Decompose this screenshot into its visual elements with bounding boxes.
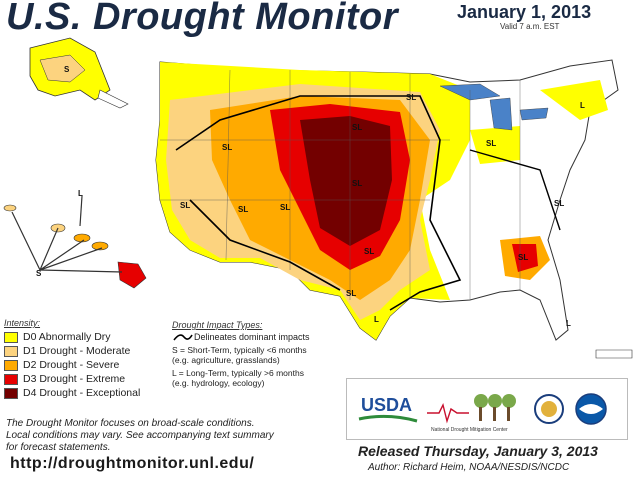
valid-time: Valid 7 a.m. EST bbox=[500, 22, 560, 31]
label-sl-mn: SL bbox=[406, 93, 416, 102]
short-term-text: S = Short-Term, typically <6 months bbox=[172, 345, 307, 355]
label-sl-in: SL bbox=[486, 139, 496, 148]
label-sl-tx: SL bbox=[346, 289, 356, 298]
noaa-logo-icon bbox=[575, 393, 607, 425]
label-s-ak: S bbox=[64, 65, 70, 74]
intensity-legend: Intensity: D0 Abnormally Dry D1 Drought … bbox=[4, 318, 172, 406]
usda-logo: USDA bbox=[358, 395, 418, 423]
legend-item-d2: D2 Drought - Severe bbox=[4, 358, 172, 372]
long-term-text: L = Long-Term, typically >6 months bbox=[172, 368, 304, 378]
footnote-line: for forecast statements. bbox=[6, 442, 111, 453]
long-term-example: (e.g. hydrology, ecology) bbox=[172, 378, 265, 388]
label-l-tx: L bbox=[374, 315, 379, 324]
legend-label: D1 Drought - Moderate bbox=[23, 345, 131, 357]
ndmc-logo: National Drought Mitigation Center bbox=[427, 394, 516, 433]
legend-label: D2 Drought - Severe bbox=[23, 359, 120, 371]
label-l-hi: L bbox=[78, 189, 83, 198]
footnote-line: The Drought Monitor focuses on broad-sca… bbox=[6, 418, 255, 429]
source-url[interactable]: http://droughtmonitor.unl.edu/ bbox=[10, 455, 255, 472]
legend-swatch bbox=[4, 331, 18, 343]
svg-text:National Drought Mitigation Ce: National Drought Mitigation Center bbox=[431, 427, 508, 433]
legend-item-d3: D3 Drought - Extreme bbox=[4, 372, 172, 386]
legend-label: D0 Abnormally Dry bbox=[23, 331, 111, 343]
legend-swatch bbox=[4, 359, 18, 371]
legend-title: Intensity: bbox=[4, 318, 41, 328]
label-sl-ne: SL bbox=[352, 179, 362, 188]
label-sl-va: SL bbox=[554, 199, 564, 208]
author-credit: Author: Richard Heim, NOAA/NESDIS/NCDC bbox=[368, 462, 570, 473]
legend-item-d1: D1 Drought - Moderate bbox=[4, 344, 172, 358]
doc-seal-icon bbox=[534, 394, 564, 424]
legend-swatch bbox=[4, 373, 18, 385]
legend-swatch bbox=[4, 387, 18, 399]
conus-region bbox=[155, 59, 619, 341]
label-sl-id: SL bbox=[222, 143, 232, 152]
page-title: U.S. Drought Monitor bbox=[6, 0, 399, 38]
impact-legend: Drought Impact Types: Delineates dominan… bbox=[172, 320, 342, 388]
label-sl-ca: SL bbox=[180, 201, 190, 210]
legend-item-d0: D0 Abnormally Dry bbox=[4, 330, 172, 344]
label-sl-co: SL bbox=[280, 203, 290, 212]
impact-line-label: Delineates dominant impacts bbox=[194, 332, 310, 342]
short-term-example: (e.g. agriculture, grasslands) bbox=[172, 355, 280, 365]
footnote-line: Local conditions may vary. See accompany… bbox=[6, 430, 274, 441]
map-date: January 1, 2013 bbox=[457, 2, 592, 22]
label-sl-ga: SL bbox=[518, 253, 528, 262]
boundary-line-icon bbox=[173, 334, 193, 341]
label-sl-sd: SL bbox=[352, 123, 362, 132]
impact-line-row: Delineates dominant impacts bbox=[172, 332, 342, 342]
hawaii-region bbox=[3, 195, 147, 289]
label-l-ne: L bbox=[580, 101, 585, 110]
svg-text:USDA: USDA bbox=[361, 395, 412, 415]
label-s-hi: S bbox=[36, 269, 42, 278]
legend-swatch bbox=[4, 345, 18, 357]
release-date: Released Thursday, January 3, 2013 bbox=[358, 443, 598, 459]
agency-logos: USDA National Drought Mitigation Center bbox=[346, 378, 628, 440]
legend-label: D3 Drought - Extreme bbox=[23, 373, 126, 385]
impact-title: Drought Impact Types: bbox=[172, 320, 263, 330]
legend-label: D4 Drought - Exceptional bbox=[23, 387, 141, 399]
footnote: The Drought Monitor focuses on broad-sca… bbox=[6, 418, 346, 454]
label-l-fl: L bbox=[566, 319, 571, 328]
label-sl-ut: SL bbox=[238, 205, 248, 214]
puerto-rico-region bbox=[595, 349, 633, 359]
legend-item-d4: D4 Drought - Exceptional bbox=[4, 386, 172, 400]
label-sl-ok: SL bbox=[364, 247, 374, 256]
alaska-region bbox=[29, 37, 129, 109]
